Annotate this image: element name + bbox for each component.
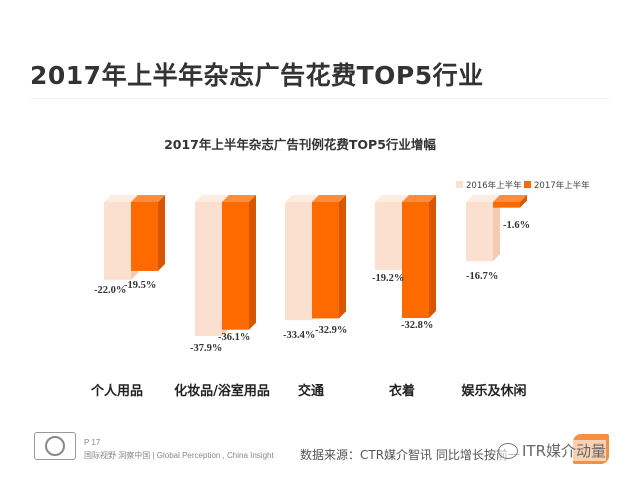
value-label-2017-4: -1.6%	[503, 220, 530, 231]
value-label-2016-1: -37.9%	[190, 343, 222, 354]
bar-side-1-3	[429, 195, 436, 319]
page-number: P 17	[84, 438, 101, 447]
bar-2016-3	[375, 202, 402, 270]
page-title: 2017年上半年杂志广告花费TOP5行业	[30, 61, 484, 90]
value-label-2016-4: -16.7%	[466, 271, 498, 282]
legend-label-2017: 2017年上半年	[534, 180, 590, 191]
bar-top-1-3	[402, 195, 436, 202]
value-label-2017-2: -32.9%	[315, 325, 347, 336]
bar-2016-1	[195, 202, 222, 337]
category-label-4: 娱乐及休闲	[461, 383, 526, 399]
logo-badge-icon	[34, 432, 76, 460]
value-label-2016-3: -19.2%	[372, 273, 404, 284]
chart-title: 2017年上半年杂志广告刊例花费TOP5行业增幅	[164, 137, 436, 152]
category-label-0: 个人用品	[90, 383, 143, 399]
wechat-icon	[498, 442, 518, 459]
bar-2017-1	[222, 202, 249, 330]
bar-side-0-4	[493, 195, 500, 262]
bar-2017-3	[402, 202, 429, 319]
bar-top-0-0	[104, 195, 138, 202]
bar-top-1-4	[493, 195, 527, 202]
bar-top-1-1	[222, 195, 256, 202]
bar-2017-0	[131, 202, 158, 271]
category-label-3: 衣着	[389, 383, 415, 399]
bar-side-1-0	[158, 195, 165, 271]
bar-2016-0	[104, 202, 131, 280]
value-label-2017-0: -19.5%	[124, 280, 156, 291]
category-label-1: 化妆品/浴室用品	[174, 383, 270, 399]
title-divider	[30, 98, 610, 99]
legend-label-2016: 2016年上半年	[466, 180, 522, 191]
bar-top-0-4	[466, 195, 500, 202]
bar-side-1-1	[249, 195, 256, 330]
bar-top-0-3	[375, 195, 409, 202]
legend-swatch-2017	[524, 181, 531, 188]
bar-top-0-1	[195, 195, 229, 202]
bar-2016-2	[285, 202, 312, 321]
bar-2017-4	[493, 202, 520, 208]
bar-2016-4	[466, 202, 493, 262]
wechat-watermark: ITR媒介动量	[498, 440, 607, 461]
value-label-2016-2: -33.4%	[283, 330, 315, 341]
bar-side-1-2	[339, 195, 346, 319]
value-label-2017-3: -32.8%	[401, 320, 433, 331]
value-label-2017-1: -36.1%	[218, 332, 250, 343]
bar-top-1-2	[312, 195, 346, 202]
bar-side-1-4	[520, 195, 527, 208]
footer-tagline: 国际视野 洞察中国 | Global Perception , China In…	[84, 451, 274, 460]
data-source-note: 数据来源：CTR媒介智讯 同比增长按前一	[300, 448, 520, 462]
category-label-2: 交通	[298, 383, 324, 399]
watermark-text: ITR媒介动量	[522, 442, 607, 460]
bar-2017-2	[312, 202, 339, 319]
value-label-2016-0: -22.0%	[94, 285, 126, 296]
bar-top-0-2	[285, 195, 319, 202]
bar-top-1-0	[131, 195, 165, 202]
legend-swatch-2016	[456, 181, 463, 188]
